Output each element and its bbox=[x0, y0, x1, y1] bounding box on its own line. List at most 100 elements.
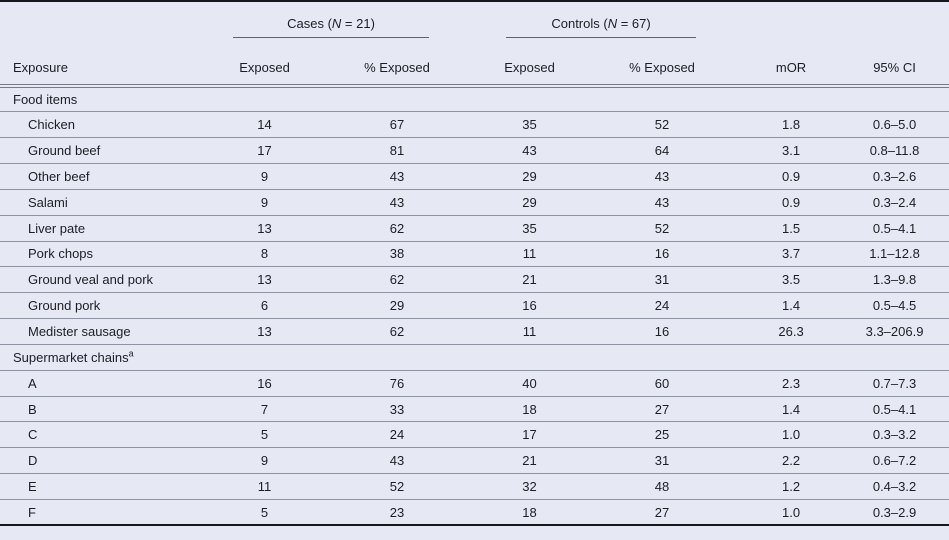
table-row: Pork chops 8 38 11 16 3.7 1.1–12.8 bbox=[0, 241, 949, 267]
column-header-controls-pct-exposed: % Exposed bbox=[582, 38, 743, 88]
cell-value: 11 bbox=[257, 479, 272, 495]
cell-value: 52 bbox=[654, 220, 670, 236]
cell-value: 13 bbox=[257, 324, 272, 340]
cell-value: 3.7 bbox=[781, 246, 801, 262]
cell-value: 7 bbox=[260, 401, 269, 417]
cell-value: 9 bbox=[260, 453, 269, 469]
cell-value: 81 bbox=[389, 143, 405, 159]
cell-value: 1.4 bbox=[781, 298, 801, 314]
cell-value: 0.3–2.9 bbox=[872, 504, 917, 520]
table-row: D 9 43 21 31 2.2 0.6–7.2 bbox=[0, 447, 949, 474]
cell-value: 52 bbox=[654, 117, 670, 133]
cell-value: 2.2 bbox=[781, 453, 801, 469]
cell-value: 76 bbox=[389, 375, 405, 391]
cell-value: 0.9 bbox=[781, 194, 801, 210]
group-header-row: Cases (N = 21) Controls (N = 67) bbox=[0, 1, 949, 38]
cell-value: 24 bbox=[654, 298, 670, 314]
cell-value: 18 bbox=[522, 504, 537, 520]
cell-value: 5 bbox=[260, 504, 269, 520]
controls-n-symbol: N bbox=[607, 16, 618, 31]
cell-value: 11 bbox=[522, 324, 537, 340]
cell-value: 21 bbox=[522, 453, 537, 469]
cell-value: 8 bbox=[260, 246, 269, 262]
row-label: Ground beef bbox=[28, 143, 101, 159]
cell-value: 16 bbox=[522, 298, 537, 314]
table-row: A 16 76 40 60 2.3 0.7–7.3 bbox=[0, 370, 949, 396]
row-label: C bbox=[28, 427, 38, 443]
cell-value: 62 bbox=[389, 324, 405, 340]
cell-value: 35 bbox=[522, 117, 537, 133]
table-row: Liver pate 13 62 35 52 1.5 0.5–4.1 bbox=[0, 215, 949, 241]
column-header-cases-exposed: Exposed bbox=[212, 38, 317, 88]
table-row: Ground beef 17 81 43 64 3.1 0.8–11.8 bbox=[0, 137, 949, 164]
cell-value: 64 bbox=[654, 143, 670, 159]
cell-value: 1.8 bbox=[781, 117, 801, 133]
cell-value: 25 bbox=[654, 427, 670, 443]
column-header-mor: mOR bbox=[742, 38, 841, 88]
table-row: E 11 52 32 48 1.2 0.4–3.2 bbox=[0, 473, 949, 500]
cell-value: 48 bbox=[654, 479, 670, 495]
table-row: C 5 24 17 25 1.0 0.3–3.2 bbox=[0, 421, 949, 448]
cell-value: 0.3–2.6 bbox=[872, 168, 917, 184]
cases-n-symbol: N bbox=[331, 16, 342, 31]
cell-value: 43 bbox=[389, 453, 405, 469]
cell-value: 40 bbox=[522, 375, 537, 391]
row-label: B bbox=[28, 401, 37, 417]
row-label: E bbox=[28, 479, 37, 495]
cell-value: 33 bbox=[389, 401, 405, 417]
group-header-cases-cell: Cases (N = 21) bbox=[212, 1, 477, 38]
cell-value: 0.7–7.3 bbox=[872, 375, 917, 391]
cell-value: 0.9 bbox=[781, 168, 801, 184]
cell-value: 3.1 bbox=[781, 143, 801, 159]
table-row: Salami 9 43 29 43 0.9 0.3–2.4 bbox=[0, 189, 949, 215]
group-header-cases: Cases (N = 21) bbox=[233, 16, 430, 38]
column-header-cases-pct-exposed: % Exposed bbox=[317, 38, 478, 88]
row-label: Chicken bbox=[28, 117, 75, 133]
cell-value: 67 bbox=[389, 117, 405, 133]
group-header-controls: Controls (N = 67) bbox=[506, 16, 697, 38]
cell-value: 23 bbox=[389, 504, 405, 520]
row-label: Other beef bbox=[28, 168, 90, 184]
row-label: Medister sausage bbox=[28, 324, 131, 340]
table-row: B 7 33 18 27 1.4 0.5–4.1 bbox=[0, 396, 949, 422]
cell-value: 60 bbox=[654, 375, 670, 391]
group-spacer bbox=[742, 1, 840, 38]
cell-value: 52 bbox=[389, 479, 405, 495]
cell-value: 0.8–11.8 bbox=[869, 143, 920, 159]
cell-value: 29 bbox=[522, 168, 537, 184]
cell-value: 1.3–9.8 bbox=[872, 272, 917, 288]
cell-value: 13 bbox=[257, 272, 272, 288]
cell-value: 43 bbox=[654, 194, 670, 210]
case-control-exposure-table: Cases (N = 21) Controls (N = 67) Exposur… bbox=[0, 0, 949, 527]
row-label: Pork chops bbox=[28, 246, 94, 262]
cases-label-post: = 21) bbox=[341, 16, 375, 31]
row-label: D bbox=[28, 453, 38, 469]
cell-value: 43 bbox=[389, 168, 405, 184]
cell-value: 17 bbox=[522, 427, 537, 443]
cell-value: 0.6–5.0 bbox=[872, 117, 917, 133]
cell-value: 0.5–4.1 bbox=[872, 401, 917, 417]
cell-value: 0.4–3.2 bbox=[872, 479, 917, 495]
section-label-text: Supermarket chains bbox=[13, 349, 129, 365]
row-label: Salami bbox=[28, 194, 68, 210]
cell-value: 9 bbox=[260, 168, 269, 184]
cell-value: 6 bbox=[260, 298, 269, 314]
cell-value: 62 bbox=[389, 272, 405, 288]
column-header-exposure: Exposure bbox=[0, 38, 212, 88]
cases-label-pre: Cases ( bbox=[287, 16, 332, 31]
cell-value: 35 bbox=[522, 220, 537, 236]
cell-value: 31 bbox=[654, 453, 670, 469]
controls-label-post: = 67) bbox=[617, 16, 651, 31]
controls-label-pre: Controls ( bbox=[551, 16, 608, 31]
cell-value: 9 bbox=[260, 194, 269, 210]
cell-value: 0.3–2.4 bbox=[872, 194, 917, 210]
section-label: Food items bbox=[0, 86, 949, 112]
cell-value: 3.5 bbox=[781, 272, 801, 288]
cell-value: 1.0 bbox=[781, 427, 801, 443]
cell-value: 27 bbox=[654, 504, 670, 520]
cell-value: 62 bbox=[389, 220, 405, 236]
cell-value: 0.5–4.5 bbox=[872, 298, 917, 314]
cell-value: 43 bbox=[654, 168, 670, 184]
cell-value: 0.6–7.2 bbox=[872, 453, 917, 469]
